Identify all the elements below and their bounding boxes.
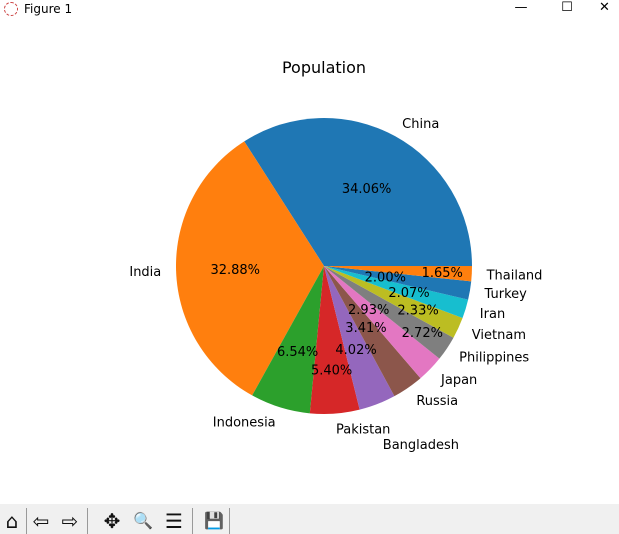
slice-percent-label: 6.54%	[277, 345, 318, 360]
back-icon[interactable]: ⇦	[32, 509, 50, 533]
pie-slice-russia	[324, 266, 421, 397]
toolbar-separator	[26, 508, 27, 534]
close-button[interactable]: ✕	[599, 0, 610, 15]
pie-slice-iran	[324, 266, 469, 319]
slice-label: Iran	[480, 307, 505, 322]
title-bar: Figure 1 — ☐ ✕	[0, 0, 619, 20]
slice-label: Philippines	[459, 351, 529, 366]
toolbar-separator	[192, 508, 193, 534]
forward-icon[interactable]: ⇨	[61, 509, 79, 533]
save-icon[interactable]: 💾	[204, 511, 224, 530]
slice-label: China	[402, 117, 439, 132]
slice-percent-label: 2.07%	[388, 286, 429, 301]
slice-percent-label: 3.41%	[345, 321, 386, 336]
slice-label: Vietnam	[472, 328, 526, 343]
pie-slice-japan	[324, 266, 440, 379]
pie-slice-india	[176, 141, 324, 396]
zoom-icon[interactable]: 🔍	[133, 511, 153, 530]
window-title: Figure 1	[24, 2, 73, 16]
slice-label: Turkey	[484, 287, 528, 302]
slice-percent-label: 2.33%	[397, 303, 438, 318]
maximize-button[interactable]: ☐	[561, 0, 573, 15]
chart-title: Population	[282, 58, 366, 77]
app-icon	[4, 2, 18, 16]
slice-label: India	[129, 265, 161, 280]
slice-label: Bangladesh	[383, 438, 459, 453]
pie-slice-vietnam	[324, 266, 463, 338]
pie-slice-philippines	[324, 266, 454, 359]
slice-label: Thailand	[486, 268, 543, 283]
pie-chart: Population China India Indonesia PakistanBa…	[129, 58, 543, 453]
slice-percent-label: 2.00%	[365, 270, 406, 285]
slice-percent-label: 32.88%	[210, 263, 260, 278]
toolbar-separator	[87, 508, 88, 534]
pie-slice-turkey	[324, 266, 472, 300]
slice-percent-label: 4.02%	[335, 343, 376, 358]
toolbar: ⌂ ⇦ ⇨ ✥ 🔍 ☰ 💾	[0, 504, 619, 534]
slice-label: Pakistan	[336, 422, 390, 437]
slice-percent-label: 2.93%	[348, 303, 389, 318]
pie-slice-pakistan	[309, 266, 360, 415]
toolbar-separator	[229, 508, 230, 534]
slice-label: Japan	[440, 373, 477, 388]
slice-percent-label: 5.40%	[311, 363, 352, 378]
slice-percent-label: 2.72%	[402, 326, 443, 341]
pan-icon[interactable]: ✥	[103, 509, 121, 533]
slice-label: Russia	[416, 394, 458, 409]
pie-slice-thailand	[324, 266, 472, 282]
pie-slice-bangladesh	[324, 266, 395, 410]
slice-label: Indonesia	[213, 415, 276, 430]
configure-subplots-icon[interactable]: ☰	[165, 509, 183, 533]
pie-slice-china	[244, 117, 473, 266]
pie-slice-indonesia	[252, 266, 324, 414]
slice-percent-label: 1.65%	[422, 266, 463, 281]
minimize-button[interactable]: —	[514, 0, 528, 15]
slice-percent-label: 34.06%	[342, 182, 392, 197]
home-icon[interactable]: ⌂	[5, 509, 19, 533]
